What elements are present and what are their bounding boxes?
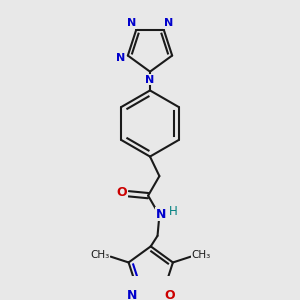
Text: H: H — [169, 205, 178, 218]
Text: N: N — [146, 74, 154, 85]
Text: O: O — [164, 289, 175, 300]
Text: N: N — [127, 18, 136, 28]
Text: CH₃: CH₃ — [91, 250, 110, 260]
Text: N: N — [164, 18, 173, 28]
Text: N: N — [156, 208, 166, 220]
Text: O: O — [116, 186, 127, 199]
Text: N: N — [127, 289, 137, 300]
Text: CH₃: CH₃ — [192, 250, 211, 260]
Text: N: N — [116, 53, 125, 63]
